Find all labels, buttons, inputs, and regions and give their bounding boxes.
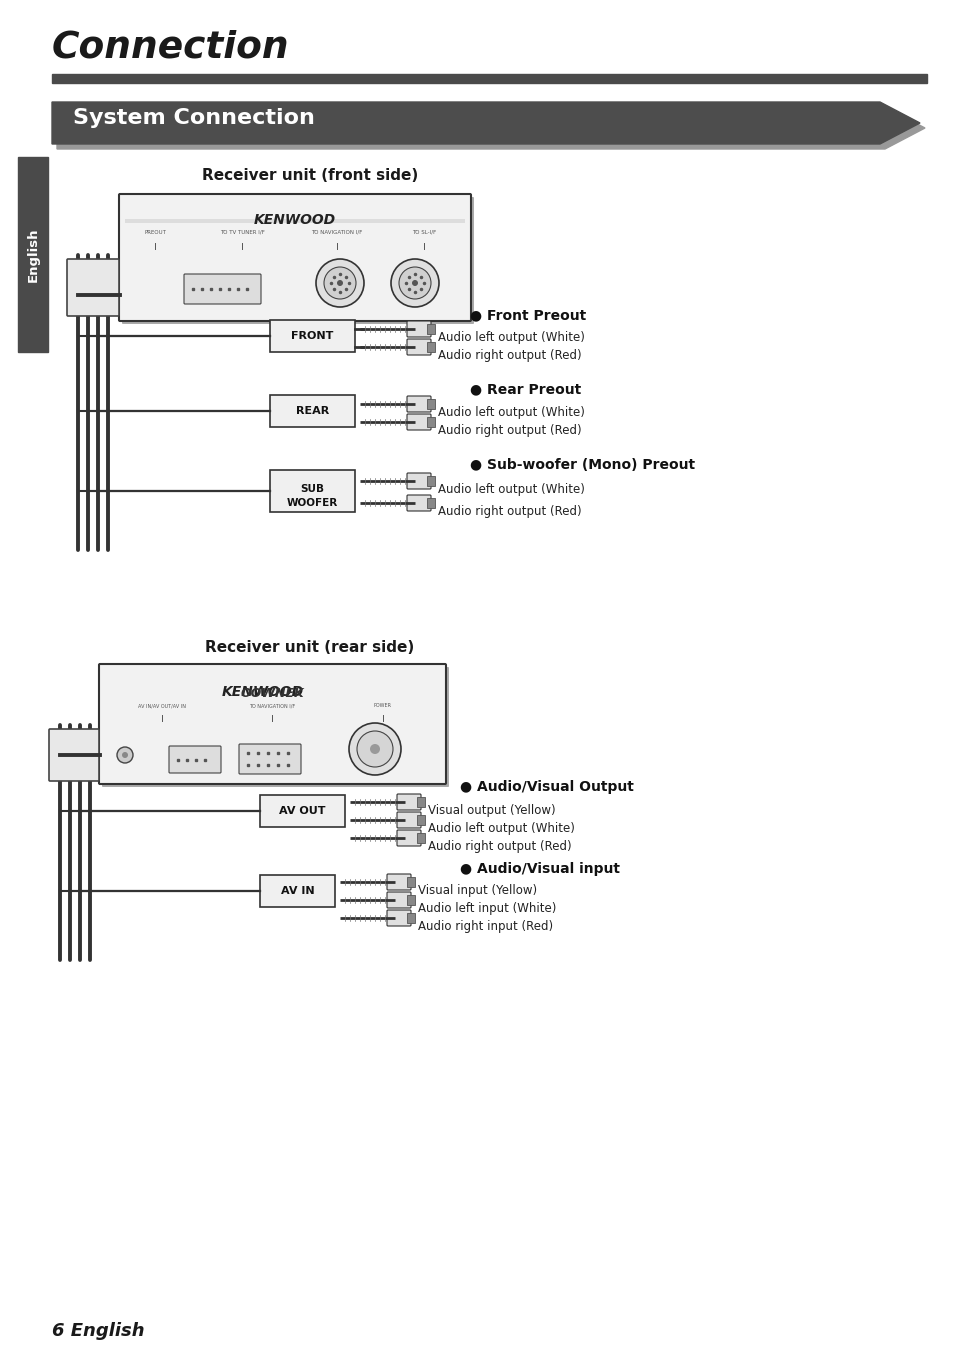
Circle shape [349,723,400,775]
Bar [427,498,435,508]
Text: Audio right output (Red): Audio right output (Red) [428,840,571,853]
Bar [270,470,355,512]
FancyBboxPatch shape [387,892,411,909]
Bar [52,74,926,82]
Text: ● Front Preout: ● Front Preout [470,308,586,322]
Text: ● Sub-woofer (Mono) Preout: ● Sub-woofer (Mono) Preout [470,458,695,472]
Circle shape [356,731,393,767]
FancyBboxPatch shape [407,396,431,412]
Text: Audio right output (Red): Audio right output (Red) [437,425,581,437]
FancyBboxPatch shape [407,339,431,356]
Text: Audio left output (White): Audio left output (White) [437,483,584,496]
Bar [260,795,345,827]
Text: Audio left output (White): Audio left output (White) [428,822,575,836]
FancyBboxPatch shape [122,197,474,324]
FancyBboxPatch shape [387,873,411,890]
Text: Visual input (Yellow): Visual input (Yellow) [417,884,537,896]
FancyBboxPatch shape [407,473,431,489]
Polygon shape [52,101,919,145]
Text: KENWOOD: KENWOOD [221,685,303,699]
FancyBboxPatch shape [169,746,221,773]
FancyBboxPatch shape [239,744,301,773]
Text: Receiver unit (rear side): Receiver unit (rear side) [205,639,415,654]
Text: ● Rear Preout: ● Rear Preout [470,383,580,396]
FancyBboxPatch shape [396,830,420,846]
Circle shape [398,266,431,299]
FancyBboxPatch shape [407,495,431,511]
Bar [416,815,424,825]
Circle shape [370,744,379,754]
Text: REAR: REAR [295,406,329,416]
Circle shape [336,280,343,287]
Text: POWER: POWER [374,703,392,708]
Text: AV IN/AV OUT/AV IN: AV IN/AV OUT/AV IN [138,703,186,708]
Text: Audio left output (White): Audio left output (White) [437,331,584,343]
Bar [427,476,435,485]
Text: System Connection: System Connection [73,108,314,128]
Text: English: English [27,227,39,281]
Circle shape [324,266,355,299]
FancyBboxPatch shape [99,664,446,784]
Text: TO NAVIGATION I/F: TO NAVIGATION I/F [249,703,295,708]
Text: ● Audio/Visual input: ● Audio/Visual input [459,863,619,876]
Bar [18,157,48,352]
Polygon shape [57,107,924,149]
Bar [416,796,424,807]
Circle shape [391,260,438,307]
Text: OOWNEK: OOWNEK [240,687,304,700]
Text: TO NAVIGATION I/F: TO NAVIGATION I/F [311,230,362,235]
Text: Audio left output (White): Audio left output (White) [437,406,584,419]
Circle shape [315,260,364,307]
Text: KENWOOD: KENWOOD [253,214,335,227]
Bar [125,219,464,223]
FancyBboxPatch shape [396,794,420,810]
Bar [407,895,415,904]
Bar [427,324,435,334]
FancyBboxPatch shape [407,414,431,430]
Text: AV OUT: AV OUT [279,806,325,817]
FancyBboxPatch shape [184,274,261,304]
FancyBboxPatch shape [49,729,99,781]
Text: Audio right output (Red): Audio right output (Red) [437,506,581,518]
FancyBboxPatch shape [387,910,411,926]
Bar [270,395,355,427]
Circle shape [412,280,417,287]
Circle shape [117,748,132,763]
FancyBboxPatch shape [407,320,431,337]
Bar [427,416,435,427]
Text: Audio right input (Red): Audio right input (Red) [417,919,553,933]
Text: Receiver unit (front side): Receiver unit (front side) [202,168,417,183]
Bar [427,342,435,352]
Text: PREOUT: PREOUT [144,230,166,235]
Circle shape [122,752,128,758]
Text: Audio left input (White): Audio left input (White) [417,902,556,915]
Bar [407,913,415,923]
Text: ● Audio/Visual Output: ● Audio/Visual Output [459,780,633,794]
Bar [260,875,335,907]
Text: TO SL-I/F: TO SL-I/F [412,230,436,235]
Text: 6 English: 6 English [52,1322,145,1340]
Text: WOOFER: WOOFER [287,498,337,508]
Text: Visual output (Yellow): Visual output (Yellow) [428,804,555,817]
Text: TO TV TUNER I/F: TO TV TUNER I/F [220,230,265,235]
Bar [270,320,355,352]
Text: SUB: SUB [300,484,324,493]
FancyBboxPatch shape [67,260,119,316]
Text: Audio right output (Red): Audio right output (Red) [437,349,581,362]
Bar [407,877,415,887]
FancyBboxPatch shape [396,813,420,827]
Text: FRONT: FRONT [291,331,334,341]
Bar [416,833,424,844]
Text: AV IN: AV IN [280,886,314,896]
FancyBboxPatch shape [119,193,471,320]
FancyBboxPatch shape [102,667,449,787]
Text: Connection: Connection [52,30,290,66]
Bar [427,399,435,410]
